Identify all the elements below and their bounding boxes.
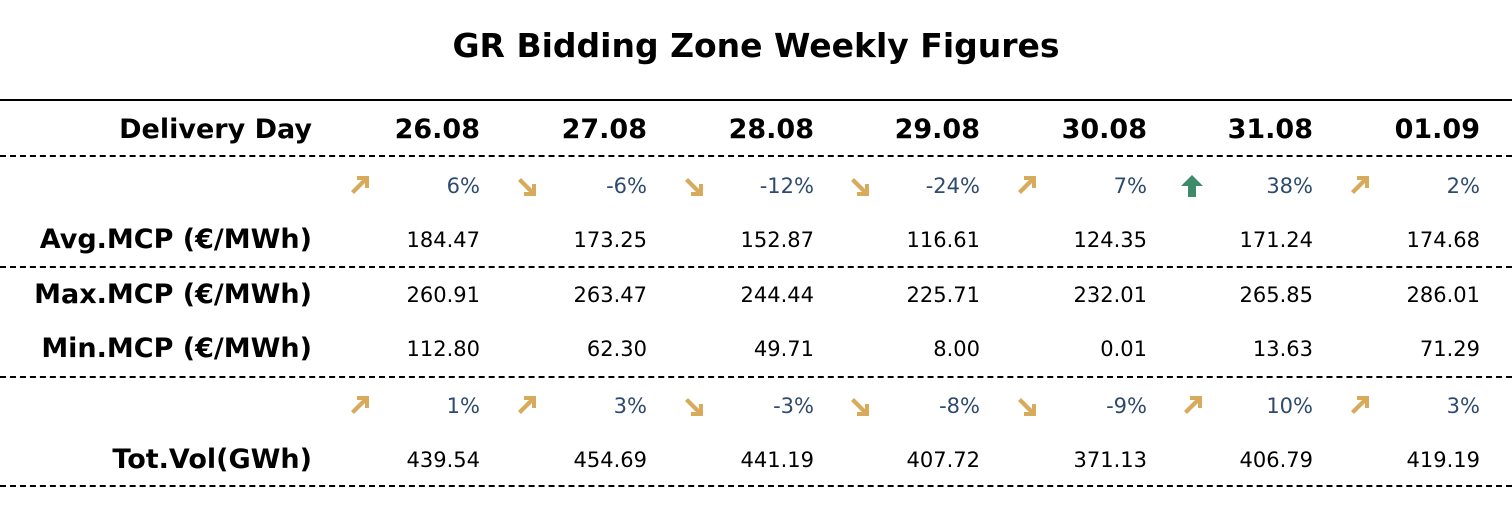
avg-change-row: 6% -6% -12% -24% 7% 38% 2%	[0, 166, 1512, 206]
pct-change: -8%	[939, 394, 980, 418]
day-header: 28.08	[728, 114, 814, 145]
pct-change: 10%	[1266, 394, 1313, 418]
value-cell: 265.85	[1239, 283, 1313, 307]
arrow-up-right-icon	[1347, 394, 1371, 418]
vol-change-row: 1% 3% -3% -8% -9% 10% 3%	[0, 386, 1512, 426]
day-header: 01.09	[1394, 114, 1480, 145]
arrow-up-right-icon	[1347, 174, 1371, 198]
max-mcp-row: Max.MCP (€/MWh) 260.91 263.47 244.44 225.71…	[0, 275, 1512, 315]
arrow-up-right-icon	[514, 394, 538, 418]
value-cell: 419.19	[1406, 448, 1480, 472]
value-cell: 225.71	[906, 283, 980, 307]
value-cell: 124.35	[1073, 228, 1147, 252]
pct-change: -3%	[773, 394, 814, 418]
arrow-up-right-icon	[347, 174, 371, 198]
arrow-down-right-icon	[681, 174, 705, 198]
arrow-up-right-icon	[1014, 174, 1038, 198]
value-cell: 152.87	[740, 228, 814, 252]
value-cell: 174.68	[1406, 228, 1480, 252]
value-cell: 116.61	[906, 228, 980, 252]
tot-vol-row: Tot.Vol(GWh) 439.54 454.69 441.19 407.72 371…	[0, 440, 1512, 480]
arrow-down-right-icon	[847, 174, 871, 198]
value-cell: 406.79	[1239, 448, 1313, 472]
page-title: GR Bidding Zone Weekly Figures	[452, 26, 1060, 65]
pct-change: 2%	[1446, 174, 1480, 198]
value-cell: 371.13	[1073, 448, 1147, 472]
table-top-rule	[0, 99, 1512, 101]
value-cell: 8.00	[933, 337, 980, 361]
pct-change: 3%	[613, 394, 647, 418]
value-cell: 62.30	[586, 337, 647, 361]
value-cell: 49.71	[753, 337, 814, 361]
arrow-up-right-icon	[347, 394, 371, 418]
min-mcp-label: Min.MCP (€/MWh)	[41, 333, 312, 364]
pct-change: 3%	[1446, 394, 1480, 418]
pct-change: -24%	[925, 174, 980, 198]
value-cell: 171.24	[1239, 228, 1313, 252]
pct-change: -9%	[1106, 394, 1147, 418]
max-mcp-label: Max.MCP (€/MWh)	[34, 279, 312, 310]
divider-bottom	[0, 485, 1512, 487]
day-header: 29.08	[894, 114, 980, 145]
value-cell: 263.47	[573, 283, 647, 307]
arrow-down-right-icon	[847, 394, 871, 418]
day-header: 26.08	[394, 114, 480, 145]
header-row: Delivery Day 26.08 27.08 28.08 29.08 30.08 31…	[0, 110, 1512, 150]
pct-change: 7%	[1113, 174, 1147, 198]
day-header: 30.08	[1061, 114, 1147, 145]
value-cell: 232.01	[1073, 283, 1147, 307]
value-cell: 286.01	[1406, 283, 1480, 307]
arrow-down-right-icon	[514, 174, 538, 198]
avg-mcp-label: Avg.MCP (€/MWh)	[39, 224, 312, 255]
pct-change: 6%	[446, 174, 480, 198]
value-cell: 407.72	[906, 448, 980, 472]
pct-change: -6%	[606, 174, 647, 198]
pct-change: -12%	[759, 174, 814, 198]
value-cell: 454.69	[573, 448, 647, 472]
value-cell: 173.25	[573, 228, 647, 252]
delivery-day-label: Delivery Day	[119, 114, 312, 145]
value-cell: 71.29	[1419, 337, 1480, 361]
divider-header	[0, 155, 1512, 157]
divider-avg	[0, 266, 1512, 268]
arrow-up-icon	[1180, 174, 1204, 198]
value-cell: 184.47	[406, 228, 480, 252]
min-mcp-row: Min.MCP (€/MWh) 112.80 62.30 49.71 8.00 0.01…	[0, 329, 1512, 369]
value-cell: 13.63	[1252, 337, 1313, 361]
value-cell: 441.19	[740, 448, 814, 472]
value-cell: 260.91	[406, 283, 480, 307]
arrow-down-right-icon	[681, 394, 705, 418]
value-cell: 0.01	[1100, 337, 1147, 361]
value-cell: 439.54	[406, 448, 480, 472]
arrow-down-right-icon	[1014, 394, 1038, 418]
pct-change: 1%	[446, 394, 480, 418]
divider-mcp	[0, 376, 1512, 378]
value-cell: 112.80	[406, 337, 480, 361]
day-header: 31.08	[1227, 114, 1313, 145]
arrow-up-right-icon	[1180, 394, 1204, 418]
tot-vol-label: Tot.Vol(GWh)	[112, 444, 312, 475]
value-cell: 244.44	[740, 283, 814, 307]
day-header: 27.08	[561, 114, 647, 145]
pct-change: 38%	[1266, 174, 1313, 198]
avg-mcp-row: Avg.MCP (€/MWh) 184.47 173.25 152.87 116.61…	[0, 220, 1512, 260]
